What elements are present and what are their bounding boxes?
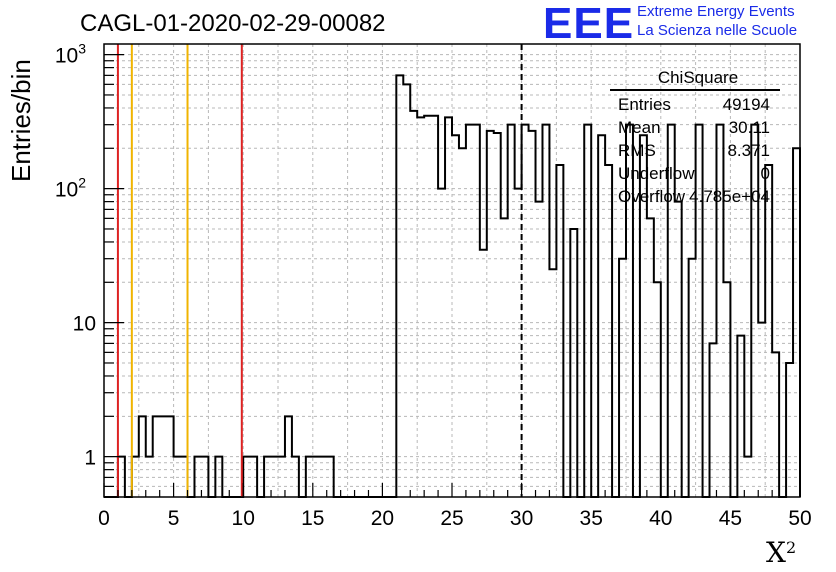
logo-line-1: Extreme Energy Events	[637, 3, 795, 20]
stats-row-mean: Mean 30.11	[618, 118, 770, 137]
x-axis-label: X2	[766, 536, 797, 569]
y-tick-label: 1	[84, 447, 96, 470]
x-tick-label: 40	[649, 507, 672, 530]
y-tick-label: 102	[55, 175, 86, 202]
stats-box: ChiSquare Entries 49194 Mean 30.11 RMS 8.37…	[610, 68, 780, 208]
x-tick-label: 45	[719, 507, 742, 530]
x-tick-label: 5	[168, 507, 180, 530]
x-tick-label: 20	[371, 507, 394, 530]
stats-row-overflow: Overflow 4.785e+04	[618, 187, 770, 206]
stats-title: ChiSquare	[610, 68, 780, 91]
chart-title: CAGL-01-2020-02-29-00082	[80, 10, 386, 37]
x-tick-label: 0	[98, 507, 110, 530]
y-tick-label: 103	[55, 41, 86, 68]
y-axis-label: Entries/bin	[6, 59, 36, 182]
x-tick-label: 25	[440, 507, 463, 530]
eee-logo: EEE	[543, 0, 635, 48]
y-tick-label: 10	[73, 313, 96, 336]
x-tick-label: 30	[510, 507, 533, 530]
x-tick-label: 50	[788, 507, 811, 530]
x-tick-label: 10	[232, 507, 255, 530]
stats-row-rms: RMS 8.371	[618, 141, 770, 160]
stats-row-underflow: Underflow 0	[618, 164, 770, 183]
x-tick-label: 35	[580, 507, 603, 530]
logo-line-2: La Scienza nelle Scuole	[637, 22, 798, 39]
stats-row-entries: Entries 49194	[618, 95, 770, 114]
x-tick-label: 15	[301, 507, 324, 530]
